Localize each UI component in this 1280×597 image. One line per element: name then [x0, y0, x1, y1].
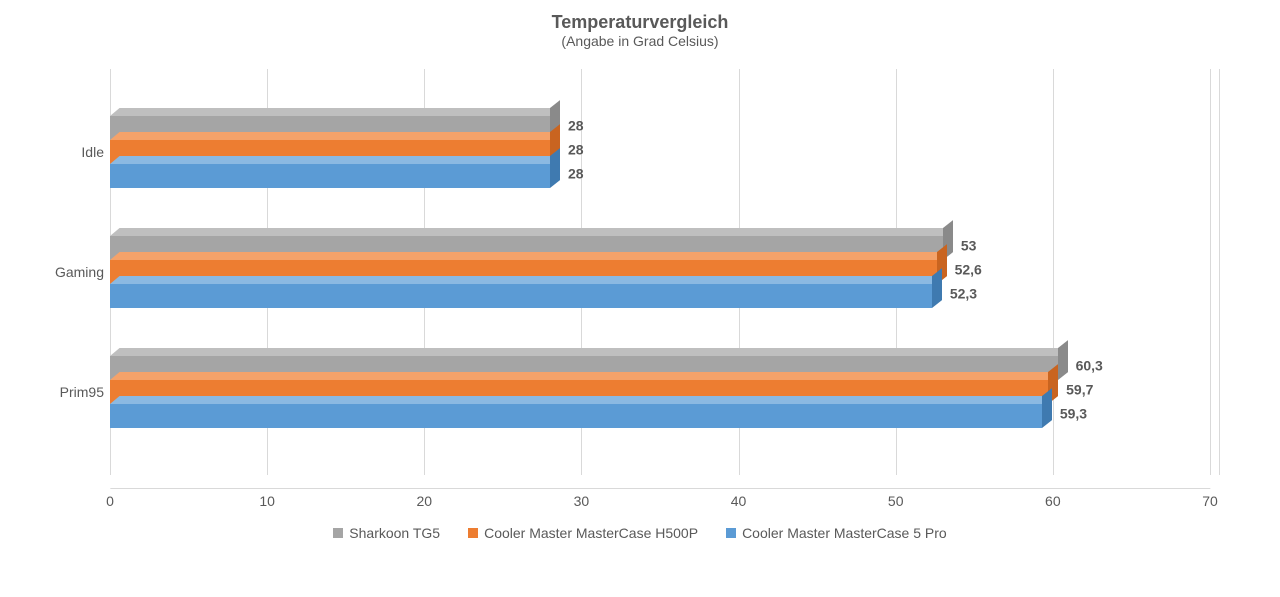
bar-value-label: 28	[568, 166, 584, 182]
temperature-chart: Temperaturvergleich (Angabe in Grad Cels…	[0, 0, 1280, 597]
category-group: 60,3 59,7 59,3	[110, 356, 1210, 428]
bar-top-face	[110, 348, 1067, 356]
bar-front-face	[110, 164, 550, 188]
bar-top-face	[110, 132, 560, 140]
category-label: Idle	[40, 144, 104, 160]
bar-value-label: 59,3	[1060, 406, 1087, 422]
legend: Sharkoon TG5 Cooler Master MasterCase H50…	[30, 525, 1250, 543]
legend-label: Cooler Master MasterCase 5 Pro	[742, 525, 947, 541]
bar-value-label: 53	[961, 238, 977, 254]
bar-front-face	[110, 284, 932, 308]
legend-swatch	[726, 528, 736, 538]
category-label: Gaming	[40, 264, 104, 280]
x-tick-label: 70	[1202, 493, 1218, 509]
legend-label: Cooler Master MasterCase H500P	[484, 525, 698, 541]
x-tick-label: 0	[106, 493, 114, 509]
chart-subtitle: (Angabe in Grad Celsius)	[30, 33, 1250, 49]
chart-title: Temperaturvergleich	[30, 12, 1250, 33]
x-tick-label: 40	[731, 493, 747, 509]
bar-top-face	[110, 228, 952, 236]
bar-side-face	[1058, 340, 1068, 380]
bar-value-label: 60,3	[1076, 358, 1103, 374]
x-tick-label: 60	[1045, 493, 1061, 509]
bar-value-label: 59,7	[1066, 382, 1093, 398]
bar-side-face	[932, 268, 942, 308]
bar-value-label: 28	[568, 142, 584, 158]
plot-area: 2828285352,652,360,359,759,3 IdleGamingP…	[110, 69, 1210, 489]
x-tick-label: 20	[416, 493, 432, 509]
gridline	[1210, 69, 1211, 475]
bar-top-face	[110, 156, 560, 164]
bar-top-face	[110, 276, 941, 284]
bar-side-face	[550, 148, 560, 188]
bar-value-label: 52,6	[955, 262, 982, 278]
legend-item: Cooler Master MasterCase 5 Pro	[726, 525, 947, 541]
bar: 52,3	[110, 284, 1210, 308]
bar-top-face	[110, 252, 946, 260]
bar-value-label: 52,3	[950, 286, 977, 302]
legend-item: Cooler Master MasterCase H500P	[468, 525, 698, 541]
chart-back-wall	[1219, 69, 1220, 475]
legend-item: Sharkoon TG5	[333, 525, 440, 541]
x-axis: 010203040506070	[110, 489, 1210, 517]
bar-top-face	[110, 108, 560, 116]
bar-top-face	[110, 396, 1051, 404]
x-tick-label: 50	[888, 493, 904, 509]
legend-swatch	[333, 528, 343, 538]
category-group: 28 28 28	[110, 116, 1210, 188]
legend-label: Sharkoon TG5	[349, 525, 440, 541]
legend-swatch	[468, 528, 478, 538]
x-tick-label: 30	[574, 493, 590, 509]
bar-value-label: 28	[568, 118, 584, 134]
bar: 28	[110, 164, 1210, 188]
category-group: 53 52,6 52,3	[110, 236, 1210, 308]
bar-top-face	[110, 372, 1058, 380]
category-label: Prim95	[40, 384, 104, 400]
bar: 59,3	[110, 404, 1210, 428]
x-tick-label: 10	[259, 493, 275, 509]
bar-groups: 28 28 28 53 52,6 52,3 60,3 59,7 59,3	[110, 69, 1210, 475]
bar-side-face	[1042, 388, 1052, 428]
bar-front-face	[110, 404, 1042, 428]
chart-floor	[110, 475, 1220, 489]
